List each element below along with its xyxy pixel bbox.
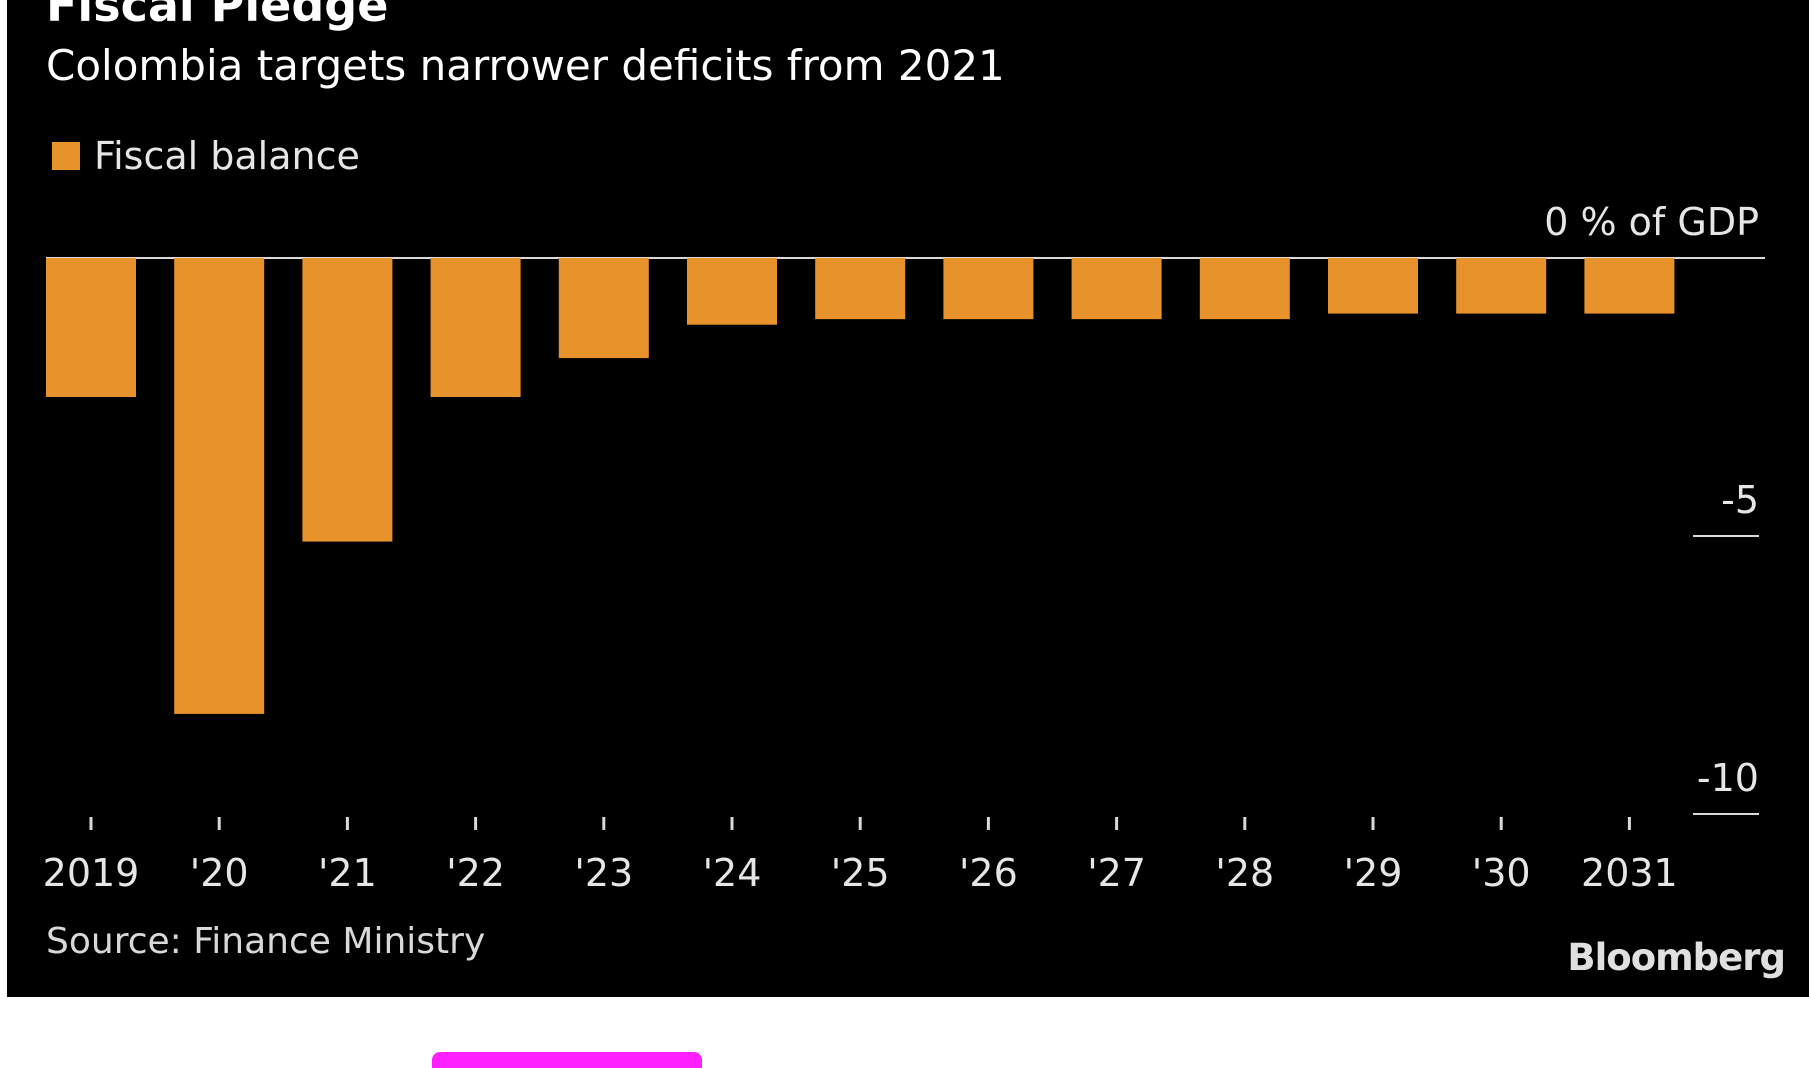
bar-12	[1584, 258, 1675, 314]
y-tick-label-0: 0 % of GDP	[1544, 200, 1759, 244]
bar-11	[1456, 258, 1547, 314]
legend: Fiscal balance	[52, 136, 360, 176]
x-tick-label-7: '26	[959, 851, 1018, 895]
bar-9	[1199, 258, 1290, 320]
bar-6	[815, 258, 906, 320]
x-tick-label-8: '27	[1087, 851, 1146, 895]
x-tick-label-2: '21	[318, 851, 377, 895]
page-footer-stripe	[432, 1052, 702, 1068]
bar-2	[302, 258, 393, 542]
page-title: Fiscal Pledge	[46, 0, 389, 32]
x-tick-label-3: '22	[446, 851, 505, 895]
x-tick-label-10: '29	[1344, 851, 1403, 895]
bar-7	[943, 258, 1034, 320]
x-tick-label-11: '30	[1472, 851, 1531, 895]
bar-1	[174, 258, 265, 714]
x-tick-label-9: '28	[1215, 851, 1274, 895]
y-tick-label-2: -10	[1697, 756, 1759, 800]
bar-5	[687, 258, 777, 325]
chart-card: Fiscal Pledge Colombia targets narrower …	[7, 0, 1809, 997]
bloomberg-logo: Bloomberg	[1567, 936, 1786, 979]
legend-swatch	[52, 142, 80, 170]
x-tick-label-5: '24	[703, 851, 762, 895]
bar-0	[46, 258, 136, 397]
legend-label: Fiscal balance	[94, 134, 360, 178]
x-tick-label-12: 2031	[1581, 851, 1678, 895]
page-subtitle: Colombia targets narrower deficits from …	[46, 41, 1005, 90]
bar-3	[430, 258, 521, 397]
x-tick-label-6: '25	[831, 851, 890, 895]
x-tick-label-1: '20	[190, 851, 249, 895]
bar-8	[1071, 258, 1162, 320]
x-tick-label-4: '23	[574, 851, 633, 895]
x-tick-label-0: 2019	[43, 851, 140, 895]
bar-10	[1328, 258, 1418, 314]
source-note: Source: Finance Ministry	[46, 921, 486, 962]
bar-4	[558, 258, 649, 359]
y-tick-label-1: -5	[1721, 478, 1759, 522]
bar-chart: 2019 '20 '21 '22 '23 '24 '25 '26 '27 '28 '29 '30 203…	[43, 200, 1765, 895]
